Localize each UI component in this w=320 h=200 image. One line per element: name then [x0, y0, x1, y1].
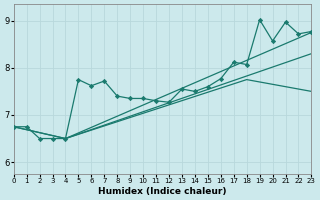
X-axis label: Humidex (Indice chaleur): Humidex (Indice chaleur) [98, 187, 227, 196]
